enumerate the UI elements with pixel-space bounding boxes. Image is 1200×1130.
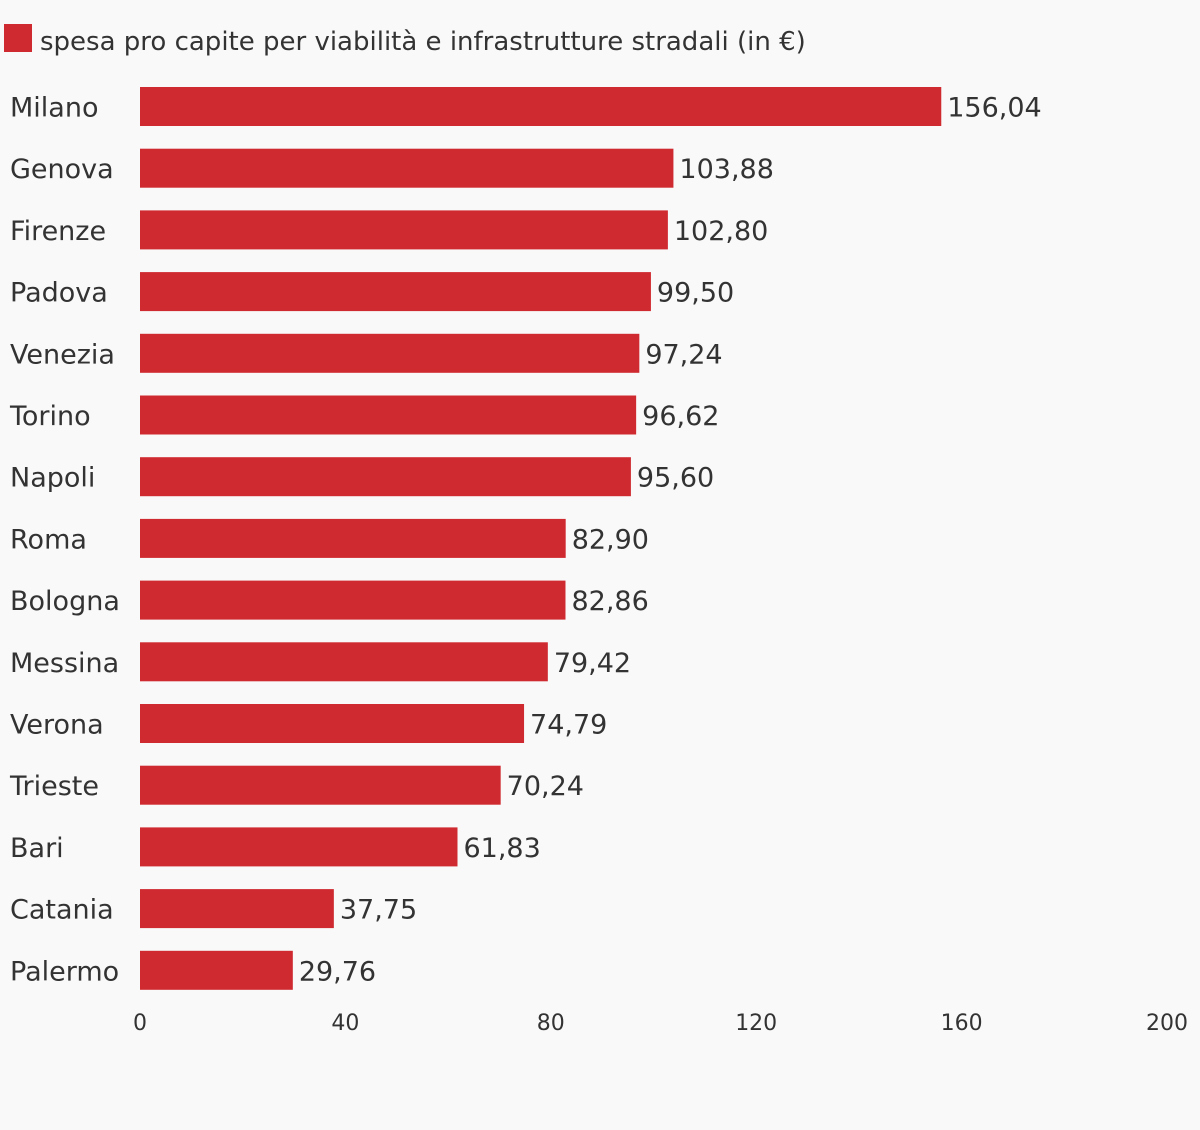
category-label: Palermo <box>10 956 119 987</box>
data-label: 70,24 <box>507 771 584 802</box>
data-label: 95,60 <box>637 463 714 494</box>
category-label: Torino <box>9 401 91 432</box>
bar-bologna <box>140 580 566 620</box>
bar-firenze <box>140 210 668 250</box>
x-tick-label: 40 <box>331 1011 359 1036</box>
category-label: Bologna <box>10 586 120 617</box>
category-label: Trieste <box>9 771 99 802</box>
bar-napoli <box>140 457 631 497</box>
data-label: 61,83 <box>463 833 540 864</box>
category-label: Napoli <box>10 463 95 494</box>
category-label: Padova <box>10 278 108 309</box>
bar-roma <box>140 518 566 558</box>
category-label: Roma <box>10 524 87 555</box>
bar-bari <box>140 827 458 867</box>
legend: spesa pro capite per viabilità e infrast… <box>4 24 806 57</box>
value-labels: 156,04 103,88 102,80 99,50 97,24 96,62 95,60 82… <box>299 93 1042 988</box>
data-label: 74,79 <box>530 710 607 741</box>
legend-swatch <box>4 24 32 52</box>
x-tick-label: 200 <box>1146 1011 1188 1036</box>
bar-trieste <box>140 765 501 805</box>
bars-layer <box>140 87 942 990</box>
category-label: Milano <box>10 93 98 124</box>
bar-catania <box>140 889 334 929</box>
category-label: Firenze <box>10 216 106 247</box>
data-label: 156,04 <box>947 93 1041 124</box>
bar-messina <box>140 642 548 682</box>
category-label: Verona <box>10 710 104 741</box>
bar-padova <box>140 272 651 312</box>
data-label: 99,50 <box>657 278 734 309</box>
x-tick-label: 80 <box>537 1011 565 1036</box>
data-label: 37,75 <box>340 895 417 926</box>
category-label: Messina <box>10 648 119 679</box>
bar-venezia <box>140 333 640 373</box>
bar-palermo <box>140 950 293 990</box>
bar-verona <box>140 704 525 743</box>
x-tick-label: 0 <box>133 1011 147 1036</box>
x-tick-label: 160 <box>941 1011 983 1036</box>
category-label: Bari <box>10 833 64 864</box>
data-label: 97,24 <box>645 339 722 370</box>
data-label: 79,42 <box>554 648 631 679</box>
category-label: Catania <box>10 895 114 926</box>
bar-genova <box>140 148 674 188</box>
data-label: 82,86 <box>571 586 648 617</box>
x-axis: 0 40 80 120 160 200 <box>133 1011 1188 1036</box>
data-label: 29,76 <box>299 956 376 987</box>
data-label: 82,90 <box>572 524 649 555</box>
data-label: 103,88 <box>679 154 773 185</box>
data-label: 96,62 <box>642 401 719 432</box>
category-label: Genova <box>10 154 114 185</box>
legend-label: spesa pro capite per viabilità e infrast… <box>40 27 806 57</box>
category-label: Venezia <box>10 339 115 370</box>
x-tick-label: 120 <box>735 1011 777 1036</box>
bar-milano <box>140 87 942 126</box>
data-label: 102,80 <box>674 216 768 247</box>
bar-torino <box>140 395 637 435</box>
category-labels: Milano Genova Firenze Padova Venezia Torino Na… <box>9 93 120 988</box>
